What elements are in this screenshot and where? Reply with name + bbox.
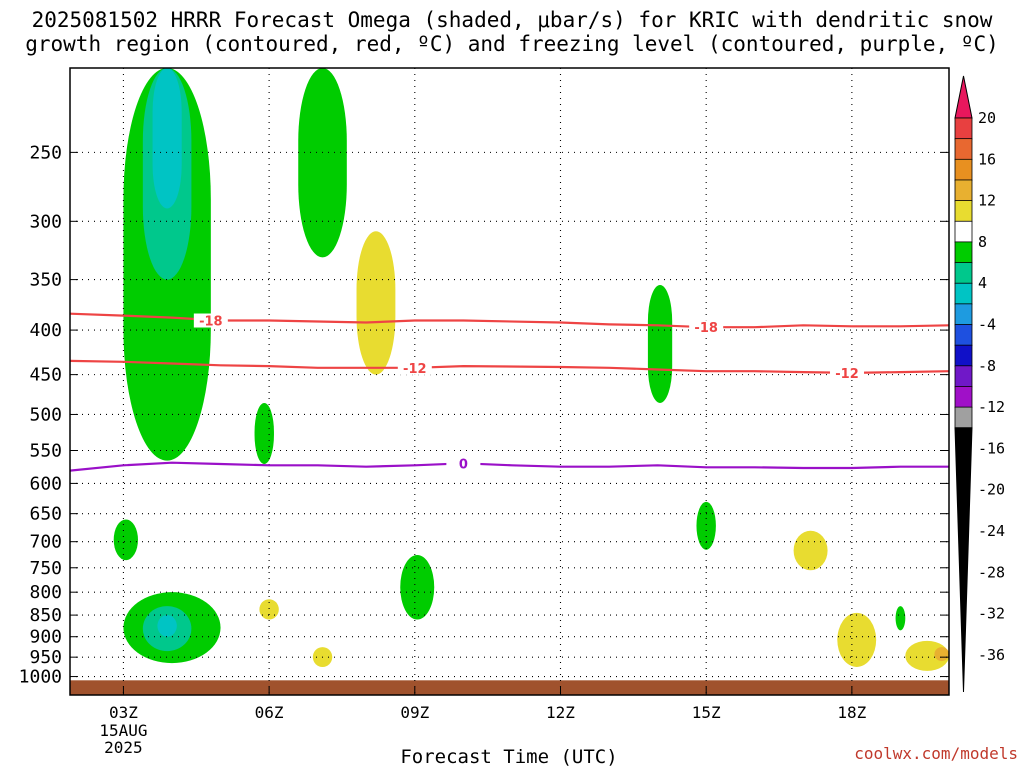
- chart-title-line-1: 2025081502 HRRR Forecast Omega (shaded, …: [31, 8, 993, 32]
- y-tick-label-250: 250: [29, 142, 62, 163]
- y-tick-label-300: 300: [29, 211, 62, 232]
- y-tick-label-650: 650: [29, 504, 62, 525]
- colorbar-label-7: -12: [978, 398, 1005, 416]
- colorbar-label-1: 16: [978, 150, 996, 168]
- contour-label-bg--18-1: [689, 320, 724, 335]
- x-tick-label-18Z: 18Z: [837, 703, 866, 722]
- contour-layer: -18 -18 -12 -12 0: [70, 312, 949, 472]
- colorbar-swatch-2: [954, 138, 973, 161]
- grid-layer: [70, 68, 949, 695]
- contour-label--12-1: -12: [835, 367, 859, 382]
- omega-shaded-region-19: [934, 647, 949, 662]
- contour-line-0: [70, 461, 949, 472]
- contour-label-bg-0-0: [446, 456, 481, 471]
- y-tick-label-350: 350: [29, 270, 62, 291]
- contour-label-bg--12-1: [830, 365, 865, 380]
- colorbar-label-4: 4: [978, 274, 987, 292]
- omega-shaded-region-7: [113, 519, 138, 561]
- contour-label-0-0: 0: [459, 457, 468, 472]
- colorbar-swatch-6: [954, 220, 973, 243]
- colorbar-label-12: -32: [978, 605, 1005, 623]
- colorbar-swatch-10: [954, 303, 973, 326]
- contour-label--18-1: -18: [694, 321, 718, 336]
- y-tick-label-500: 500: [29, 404, 62, 425]
- contour-label--12-0: -12: [403, 362, 427, 377]
- colorbar-label-8: -16: [978, 439, 1005, 457]
- omega-shaded-region-8: [696, 501, 716, 550]
- x-axis-label: Forecast Time (UTC): [400, 746, 618, 768]
- chart-title-line-2: growth region (contoured, red, ºC) and f…: [25, 32, 999, 56]
- omega-shaded-region-2: [152, 68, 182, 209]
- colorbar: 20 16 12 8 4 -4 -8 -12 -16 -20 -24 -28 -32 -36: [954, 75, 1005, 693]
- x-tick-sublabel-0: 15AUG: [99, 721, 147, 740]
- colorbar-swatch-11: [954, 324, 973, 347]
- x-tick-label-03Z: 03Z: [109, 703, 138, 722]
- terrain-ground: [70, 680, 949, 695]
- y-tick-label-950: 950: [29, 647, 62, 668]
- omega-shaded-region-3: [298, 68, 347, 258]
- colorbar-label-11: -28: [978, 563, 1005, 581]
- colorbar-swatch-7: [954, 241, 973, 264]
- y-tick-label-400: 400: [29, 320, 62, 341]
- y-tick-label-700: 700: [29, 532, 62, 553]
- colorbar-swatch-8: [954, 262, 973, 285]
- y-tick-label-600: 600: [29, 473, 62, 494]
- y-tick-label-750: 750: [29, 558, 62, 579]
- watermark-url: coolwx.com/models: [854, 744, 1018, 763]
- contour-label-bg--18-0: [193, 313, 228, 328]
- x-tick-label-06Z: 06Z: [255, 703, 284, 722]
- omega-shaded-region-6: [254, 402, 274, 465]
- omega-shaded-region-14: [259, 599, 279, 620]
- y-tick-label-850: 850: [29, 605, 62, 626]
- x-tick-label-09Z: 09Z: [400, 703, 429, 722]
- colorbar-label-10: -24: [978, 522, 1005, 540]
- colorbar-label-9: -20: [978, 481, 1005, 499]
- colorbar-swatch-12: [954, 344, 973, 367]
- axes-layer: 2503003504004505005506006507007508008509…: [19, 142, 949, 757]
- colorbar-top-arrow: [954, 75, 973, 119]
- colorbar-swatch-15: [954, 406, 973, 429]
- colorbar-bottom-arrow: [954, 427, 973, 693]
- omega-shaded-region-16: [837, 612, 877, 667]
- colorbar-label-3: 8: [978, 233, 987, 251]
- colorbar-swatch-13: [954, 365, 973, 388]
- colorbar-swatch-5: [954, 200, 973, 223]
- contour-line--12: [70, 359, 949, 375]
- omega-shaded-region-4: [356, 231, 396, 375]
- plot-frame: [69, 67, 950, 696]
- colorbar-swatch-4: [954, 179, 973, 202]
- contour-label-bg--12-0: [397, 360, 432, 375]
- x-tick-label-12Z: 12Z: [546, 703, 575, 722]
- terrain-layer: [70, 680, 949, 695]
- colorbar-swatch-1: [954, 117, 973, 140]
- colorbar-swatch-9: [954, 282, 973, 305]
- x-tick-sublabel-1: 2025: [104, 738, 143, 757]
- y-tick-label-800: 800: [29, 582, 62, 603]
- colorbar-label-13: -36: [978, 646, 1005, 664]
- colorbar-label-5: -4: [978, 316, 996, 334]
- x-tick-label-15Z: 15Z: [692, 703, 721, 722]
- y-tick-label-1000: 1000: [19, 667, 62, 688]
- y-tick-label-450: 450: [29, 365, 62, 386]
- colorbar-label-0: 20: [978, 109, 996, 127]
- omega-shaded-region-9: [793, 530, 828, 571]
- omega-shaded-region-10: [400, 554, 435, 620]
- colorbar-swatch-3: [954, 158, 973, 181]
- omega-shaded-region-13: [157, 615, 177, 637]
- omega-shaded-region-5: [647, 284, 673, 403]
- omega-shading-layer: [113, 68, 949, 671]
- colorbar-swatch-14: [954, 386, 973, 409]
- colorbar-label-6: -8: [978, 357, 996, 375]
- y-tick-label-550: 550: [29, 441, 62, 462]
- colorbar-label-2: 12: [978, 192, 996, 210]
- contour-label--18-0: -18: [199, 315, 223, 330]
- y-tick-label-900: 900: [29, 627, 62, 648]
- omega-shaded-region-17: [895, 606, 906, 631]
